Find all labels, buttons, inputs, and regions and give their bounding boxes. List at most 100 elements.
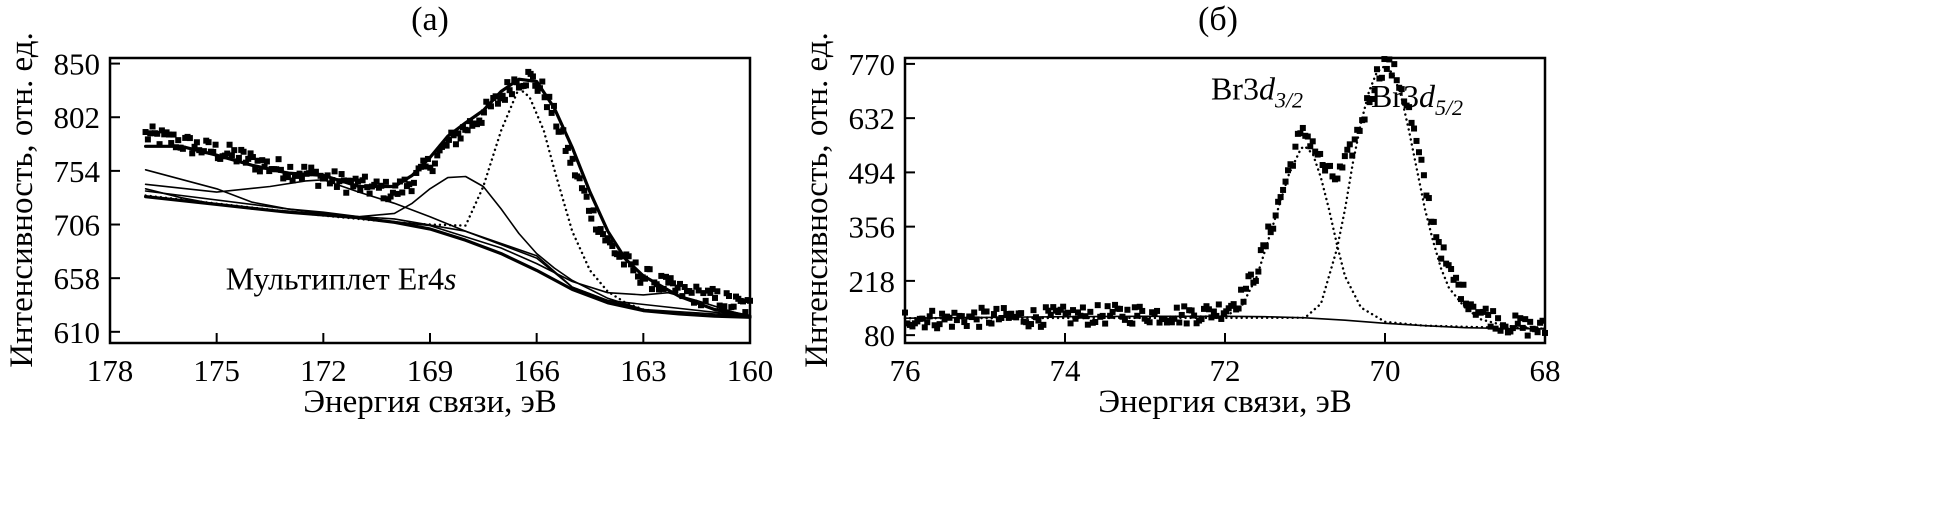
data-point — [1104, 303, 1111, 310]
panel-a-x-ticks: 178 175 172 169 166 163 160 — [87, 333, 773, 388]
x-tick-label: 72 — [1210, 353, 1241, 388]
data-point — [655, 286, 662, 293]
data-point — [1378, 74, 1385, 81]
data-point — [522, 82, 529, 89]
x-tick-label: 68 — [1530, 353, 1561, 388]
data-point — [156, 141, 163, 148]
data-point — [1507, 328, 1514, 335]
data-point — [681, 284, 688, 291]
data-point — [1527, 318, 1534, 325]
data-point — [1509, 325, 1516, 332]
data-point — [240, 148, 247, 155]
data-point — [536, 85, 543, 92]
data-point — [1415, 149, 1422, 156]
data-point — [1435, 239, 1442, 246]
data-point — [364, 184, 371, 191]
panel-b-markers — [902, 56, 1548, 339]
data-point — [301, 163, 308, 170]
data-point — [305, 170, 312, 177]
data-point — [1299, 124, 1306, 131]
data-point — [702, 297, 709, 304]
data-point — [168, 140, 175, 147]
data-point — [1373, 66, 1380, 73]
data-point — [1257, 247, 1264, 254]
data-point — [1411, 125, 1418, 132]
data-point — [331, 168, 338, 175]
y-tick-label: 706 — [54, 208, 101, 243]
data-point — [1205, 306, 1212, 313]
data-point — [1112, 301, 1119, 308]
data-point — [546, 93, 553, 100]
data-point — [963, 322, 970, 329]
data-point — [543, 104, 550, 111]
data-point — [1539, 317, 1546, 324]
data-point — [1448, 266, 1455, 273]
panel-b-x-axis-label: Энергия связи, эВ — [1098, 384, 1352, 420]
data-point — [361, 173, 368, 180]
data-point — [179, 145, 186, 152]
component-line — [144, 179, 751, 317]
data-point — [252, 166, 259, 173]
data-point — [1243, 285, 1250, 292]
x-tick-label: 74 — [1050, 353, 1082, 388]
data-point — [1131, 304, 1138, 311]
data-point — [709, 285, 716, 292]
data-point — [1341, 153, 1348, 160]
data-point — [191, 143, 198, 150]
data-point — [973, 316, 980, 323]
data-point — [1191, 312, 1198, 319]
data-point — [1262, 243, 1269, 250]
data-point — [1008, 310, 1015, 317]
data-point — [1213, 312, 1220, 319]
data-point — [1430, 218, 1437, 225]
data-point — [1425, 195, 1432, 202]
annotation-label: Br3d3/2 — [1211, 70, 1303, 112]
data-point — [1433, 234, 1440, 241]
data-point — [1334, 175, 1341, 182]
data-point — [697, 302, 704, 309]
data-point — [298, 175, 305, 182]
data-point — [1134, 312, 1141, 319]
data-point — [1297, 130, 1304, 137]
data-point — [1013, 314, 1020, 321]
data-point — [228, 152, 235, 159]
data-point — [205, 139, 212, 146]
data-point — [483, 98, 490, 105]
data-point — [1223, 308, 1230, 315]
panel-a: (а) 178 175 172 169 166 163 160 610 658 706 754 80… — [4, 1, 773, 420]
data-point — [450, 132, 457, 139]
data-point — [1042, 304, 1049, 311]
data-point — [1065, 309, 1072, 316]
data-point — [1094, 302, 1101, 309]
data-point — [457, 135, 464, 142]
data-point — [590, 207, 597, 214]
data-point — [434, 152, 441, 159]
data-point — [1391, 61, 1398, 68]
data-point — [373, 178, 380, 185]
data-point — [1462, 300, 1469, 307]
data-point — [1018, 310, 1025, 317]
data-point — [1289, 162, 1296, 169]
data-point — [700, 290, 707, 297]
data-point — [921, 324, 928, 331]
data-point — [1005, 314, 1012, 321]
data-point — [658, 272, 665, 279]
data-point — [641, 275, 648, 282]
data-point — [1203, 303, 1210, 310]
data-point — [1032, 314, 1039, 321]
data-point — [672, 287, 679, 294]
data-point — [988, 320, 995, 327]
data-point — [1272, 212, 1279, 219]
panel-a-frame — [108, 56, 752, 345]
data-point — [747, 297, 753, 304]
data-point — [1099, 312, 1106, 319]
data-point — [634, 273, 641, 280]
data-point — [961, 319, 968, 326]
y-tick-label: 632 — [849, 101, 896, 136]
annotation-label: Мультиплет Er4s — [226, 260, 457, 296]
data-point — [445, 136, 452, 143]
data-point — [1107, 312, 1114, 319]
annotation-label: Br3d5/2 — [1371, 78, 1463, 120]
data-point — [513, 79, 520, 86]
data-point — [158, 127, 165, 134]
